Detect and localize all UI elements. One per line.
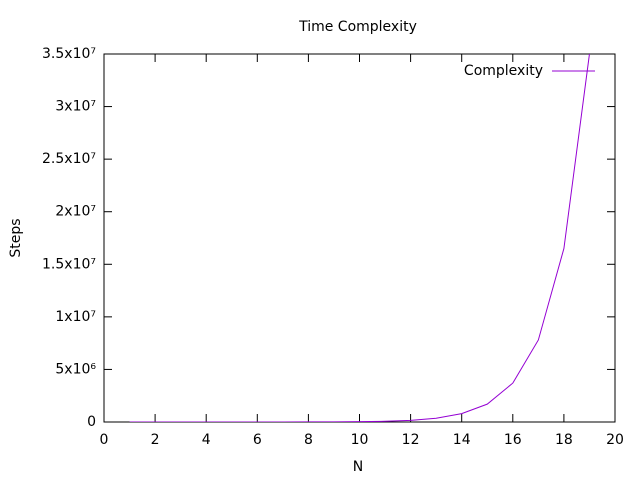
x-tick-label: 20 [606, 432, 624, 448]
x-tick-label: 10 [351, 432, 369, 448]
x-tick-label: 2 [151, 432, 160, 448]
y-tick-label: 2.5x10⁷ [42, 151, 96, 167]
y-axis-label: Steps [8, 218, 24, 257]
x-tick-label: 6 [253, 432, 262, 448]
x-tick-label: 12 [402, 432, 420, 448]
x-tick-label: 16 [504, 432, 522, 448]
chart-title: Time Complexity [298, 19, 417, 35]
x-tick-label: 8 [304, 432, 313, 448]
x-tick-label: 14 [453, 432, 471, 448]
x-tick-label: 18 [555, 432, 573, 448]
plot-border [103, 53, 616, 423]
x-axis-label: N [353, 459, 363, 475]
x-tick-label: 4 [202, 432, 211, 448]
y-tick-label: 3x10⁷ [55, 99, 96, 115]
y-tick-label: 3.5x10⁷ [42, 46, 96, 62]
y-tick-label: 1.5x10⁷ [42, 256, 96, 272]
data-line [129, 54, 590, 422]
y-tick-label: 5x10⁶ [55, 361, 96, 377]
legend-label: Complexity [464, 63, 543, 79]
y-tick-label: 0 [87, 414, 96, 430]
y-tick-label: 2x10⁷ [55, 204, 96, 220]
x-tick-label: 0 [100, 432, 109, 448]
y-tick-label: 1x10⁷ [55, 309, 96, 325]
